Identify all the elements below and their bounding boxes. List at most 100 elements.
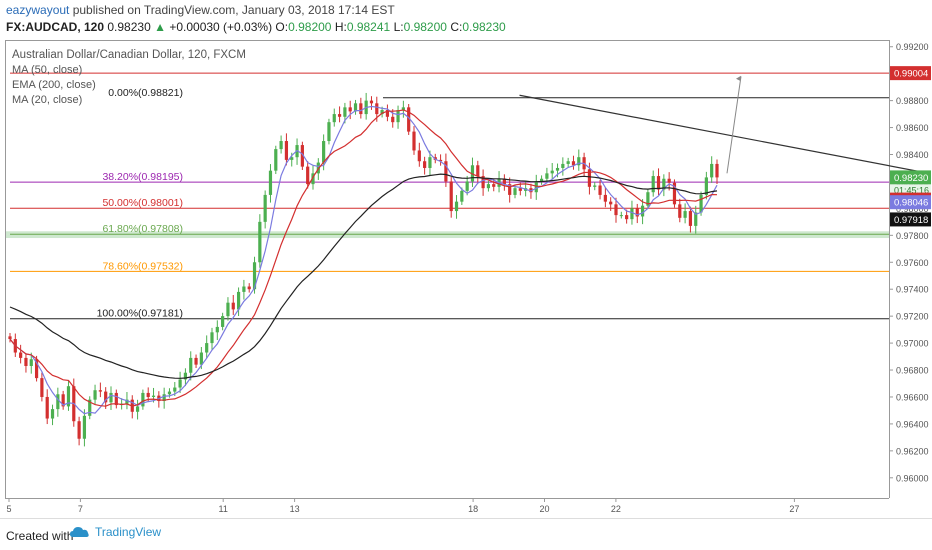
candle-body <box>247 286 251 290</box>
candle-body <box>614 204 618 216</box>
candle-body <box>598 185 602 195</box>
symbol-label: FX:AUDCAD, 120 <box>6 20 105 34</box>
y-tick-label: 0.98400 <box>896 150 929 160</box>
candle-body <box>635 208 639 217</box>
chart-area[interactable]: 0.992000.990000.988000.986000.984000.982… <box>5 40 932 515</box>
y-tick-label: 0.98800 <box>896 96 929 106</box>
candle-body <box>61 394 65 407</box>
candle-body <box>104 391 108 403</box>
candle-body <box>231 302 235 310</box>
candle-body <box>428 157 432 168</box>
candle-body <box>114 392 118 406</box>
candle-body <box>449 181 453 212</box>
candle-body <box>226 302 230 317</box>
price-tag <box>890 195 931 210</box>
target-price-tag <box>890 66 931 81</box>
candle-body <box>529 188 533 193</box>
candle-body <box>412 131 416 151</box>
open-value: 0.98200 <box>288 20 332 34</box>
candle-body <box>337 114 342 117</box>
candle-body <box>385 110 390 117</box>
candle-body <box>534 181 538 193</box>
candle-body <box>715 163 719 178</box>
candle-body <box>274 149 278 171</box>
candle-body <box>109 392 113 403</box>
candle-body <box>513 188 517 195</box>
author-link[interactable]: eazywayout <box>6 3 70 17</box>
candle-body <box>82 415 87 439</box>
candle-body <box>343 107 347 117</box>
legend-ma20[interactable]: MA (20, close) <box>12 94 83 106</box>
y-tick-label: 0.97200 <box>896 312 929 322</box>
legend-ema200[interactable]: EMA (200, close) <box>12 79 96 91</box>
brand-name: TradingView <box>95 525 162 539</box>
candle-body <box>593 185 597 187</box>
candle-body <box>178 379 182 388</box>
candle-body <box>380 110 384 115</box>
candle-body <box>651 176 655 193</box>
publish-header: eazywayout published on TradingView.com,… <box>0 0 932 40</box>
candle-body <box>454 201 459 212</box>
candle-body <box>640 205 645 217</box>
legend-ma50[interactable]: MA (50, close) <box>12 64 83 76</box>
candle-body <box>375 103 379 115</box>
price-tag-text: 0.98046 <box>894 198 928 209</box>
price-chart[interactable]: 0.992000.990000.988000.986000.984000.982… <box>5 40 932 515</box>
candle-body <box>481 176 485 189</box>
last-price: 0.98230 <box>107 20 151 34</box>
projection-arrow-line <box>726 76 742 174</box>
fib-level-label: 0.00%(0.98821) <box>108 87 183 99</box>
candle-body <box>630 208 634 220</box>
candle-body <box>571 161 576 166</box>
candle-body <box>189 357 193 373</box>
candle-body <box>210 332 214 344</box>
y-tick-label: 0.97600 <box>896 258 929 268</box>
candle-body <box>194 357 198 365</box>
candle-body <box>609 201 613 205</box>
candle-body <box>508 184 512 195</box>
candle-body <box>710 163 714 178</box>
candle-body <box>353 103 358 112</box>
candle-body <box>125 399 129 404</box>
published-text: published on TradingView.com, January 03… <box>69 3 395 17</box>
y-tick-label: 0.96600 <box>896 392 929 402</box>
plot-frame <box>5 40 890 499</box>
fib-level-label: 50.00%(0.98001) <box>102 197 183 209</box>
candle-body <box>566 161 570 164</box>
tradingview-logo[interactable]: TradingView <box>70 525 161 539</box>
candle-body <box>215 326 219 333</box>
candle-body <box>19 352 23 358</box>
candle-body <box>221 316 225 327</box>
chart-legend: Australian Dollar/Canadian Dollar, 120, … <box>12 48 246 108</box>
x-tick-label: 5 <box>6 504 11 514</box>
candle-body <box>555 167 560 171</box>
candle-body <box>93 390 97 400</box>
candle-body <box>587 169 592 187</box>
candle-body <box>699 194 703 213</box>
price-tag <box>890 212 931 227</box>
candle-body <box>678 204 682 218</box>
candle-body <box>460 190 464 202</box>
candle-body <box>183 372 188 380</box>
x-tick-label: 27 <box>789 504 799 514</box>
price-tag <box>890 170 931 185</box>
x-tick-label: 13 <box>290 504 300 514</box>
candle-body <box>332 114 336 123</box>
x-tick-label: 18 <box>468 504 478 514</box>
candle-body <box>306 166 310 185</box>
candle-body <box>77 421 81 439</box>
candle-body <box>396 110 400 123</box>
candle-body <box>141 392 145 407</box>
candle-body <box>662 178 666 190</box>
candle-body <box>688 211 693 226</box>
candle-body <box>290 157 294 160</box>
y-tick-label: 0.97000 <box>896 339 929 349</box>
high-label: H: <box>334 20 347 34</box>
candle-body <box>667 178 671 183</box>
candle-body <box>167 391 172 395</box>
y-tick-label: 0.98600 <box>896 123 929 133</box>
candle-body <box>486 184 491 189</box>
candle-body <box>327 122 331 142</box>
candle-body <box>56 394 60 410</box>
candle-body <box>603 194 607 202</box>
